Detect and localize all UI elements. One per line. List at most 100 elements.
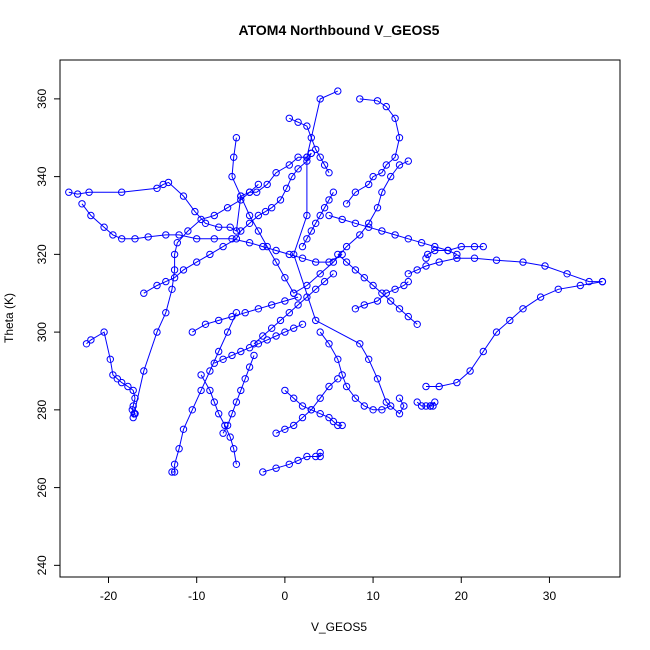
data-point [281, 425, 289, 433]
data-point [365, 355, 373, 363]
data-point [254, 211, 263, 220]
data-point [373, 204, 382, 212]
data-point [378, 169, 386, 177]
data-point [382, 398, 390, 406]
data-point [563, 270, 571, 278]
data-point [73, 190, 82, 198]
data-point [422, 402, 430, 410]
data-point [113, 375, 122, 383]
data-point [263, 180, 271, 189]
data-point [162, 231, 170, 239]
data-point [360, 301, 368, 309]
data-point [219, 429, 227, 437]
series-line [143, 153, 312, 294]
data-point [365, 223, 373, 231]
data-point [307, 227, 315, 235]
data-point [351, 394, 360, 402]
data-point [373, 97, 382, 105]
data-point [404, 270, 412, 278]
data-point [400, 281, 408, 290]
data-point [294, 456, 302, 465]
data-point [285, 250, 293, 259]
data-point [334, 87, 342, 95]
data-point [232, 398, 241, 406]
data-point [232, 309, 241, 317]
data-point [404, 312, 412, 321]
data-point [435, 382, 443, 391]
data-point [395, 305, 404, 313]
data-point [312, 145, 320, 154]
data-point [382, 102, 390, 111]
data-point [426, 402, 435, 410]
data-point [329, 417, 338, 426]
data-point [422, 382, 430, 391]
data-point [422, 262, 430, 270]
data-point [170, 274, 179, 282]
data-point [228, 312, 236, 321]
series-line [328, 215, 458, 255]
data-point [417, 239, 426, 247]
data-point [413, 398, 421, 406]
data-point [153, 281, 161, 290]
data-point [360, 274, 368, 282]
series-line [289, 117, 330, 173]
data-point [303, 122, 311, 130]
data-point [131, 394, 139, 402]
data-point [338, 371, 346, 379]
series-line [319, 331, 391, 411]
data-point [140, 289, 148, 297]
data-point [338, 421, 346, 430]
data-point [294, 165, 302, 173]
data-point [254, 340, 263, 348]
data-point [173, 239, 182, 247]
data-point [210, 359, 219, 367]
data-point [226, 223, 234, 231]
data-point [144, 233, 152, 241]
y-axis: 240 260 280 300 320 340 360 [35, 89, 60, 575]
data-point [188, 406, 197, 414]
x-axis-label: V_GEOS5 [311, 620, 367, 634]
data-point [232, 134, 241, 142]
series-line [346, 98, 401, 205]
data-point [272, 464, 280, 472]
data-point [466, 367, 474, 375]
data-point [351, 219, 360, 228]
series-line [293, 90, 405, 415]
data-point [206, 367, 214, 375]
data-point [329, 258, 338, 266]
data-point [325, 382, 333, 391]
data-point [230, 153, 238, 161]
x-tick-label: -10 [188, 589, 206, 603]
data-point [325, 413, 333, 422]
data-point [254, 227, 263, 235]
data-point [87, 211, 95, 220]
data-point [272, 246, 280, 255]
data-point [338, 215, 346, 224]
data-point [404, 157, 412, 165]
data-point [276, 316, 285, 325]
series-line [355, 281, 409, 310]
data-point [118, 378, 126, 387]
data-point [298, 254, 307, 262]
data-point [245, 239, 254, 247]
data-point [400, 402, 408, 410]
data-point [223, 328, 232, 336]
data-point [237, 386, 245, 395]
data-point [470, 254, 479, 262]
data-point [290, 421, 298, 430]
data-point [356, 340, 364, 348]
data-point [290, 394, 298, 402]
series-line [231, 137, 295, 294]
data-point [87, 336, 95, 344]
series-lines [68, 90, 603, 473]
data-point [303, 293, 311, 301]
data-point [263, 336, 271, 344]
y-tick-label: 300 [35, 322, 49, 342]
data-point [294, 153, 302, 161]
data-point [109, 231, 117, 239]
data-point [232, 460, 241, 468]
data-point [470, 242, 479, 251]
data-point [351, 305, 360, 313]
data-point [241, 375, 249, 383]
data-point [118, 188, 126, 196]
